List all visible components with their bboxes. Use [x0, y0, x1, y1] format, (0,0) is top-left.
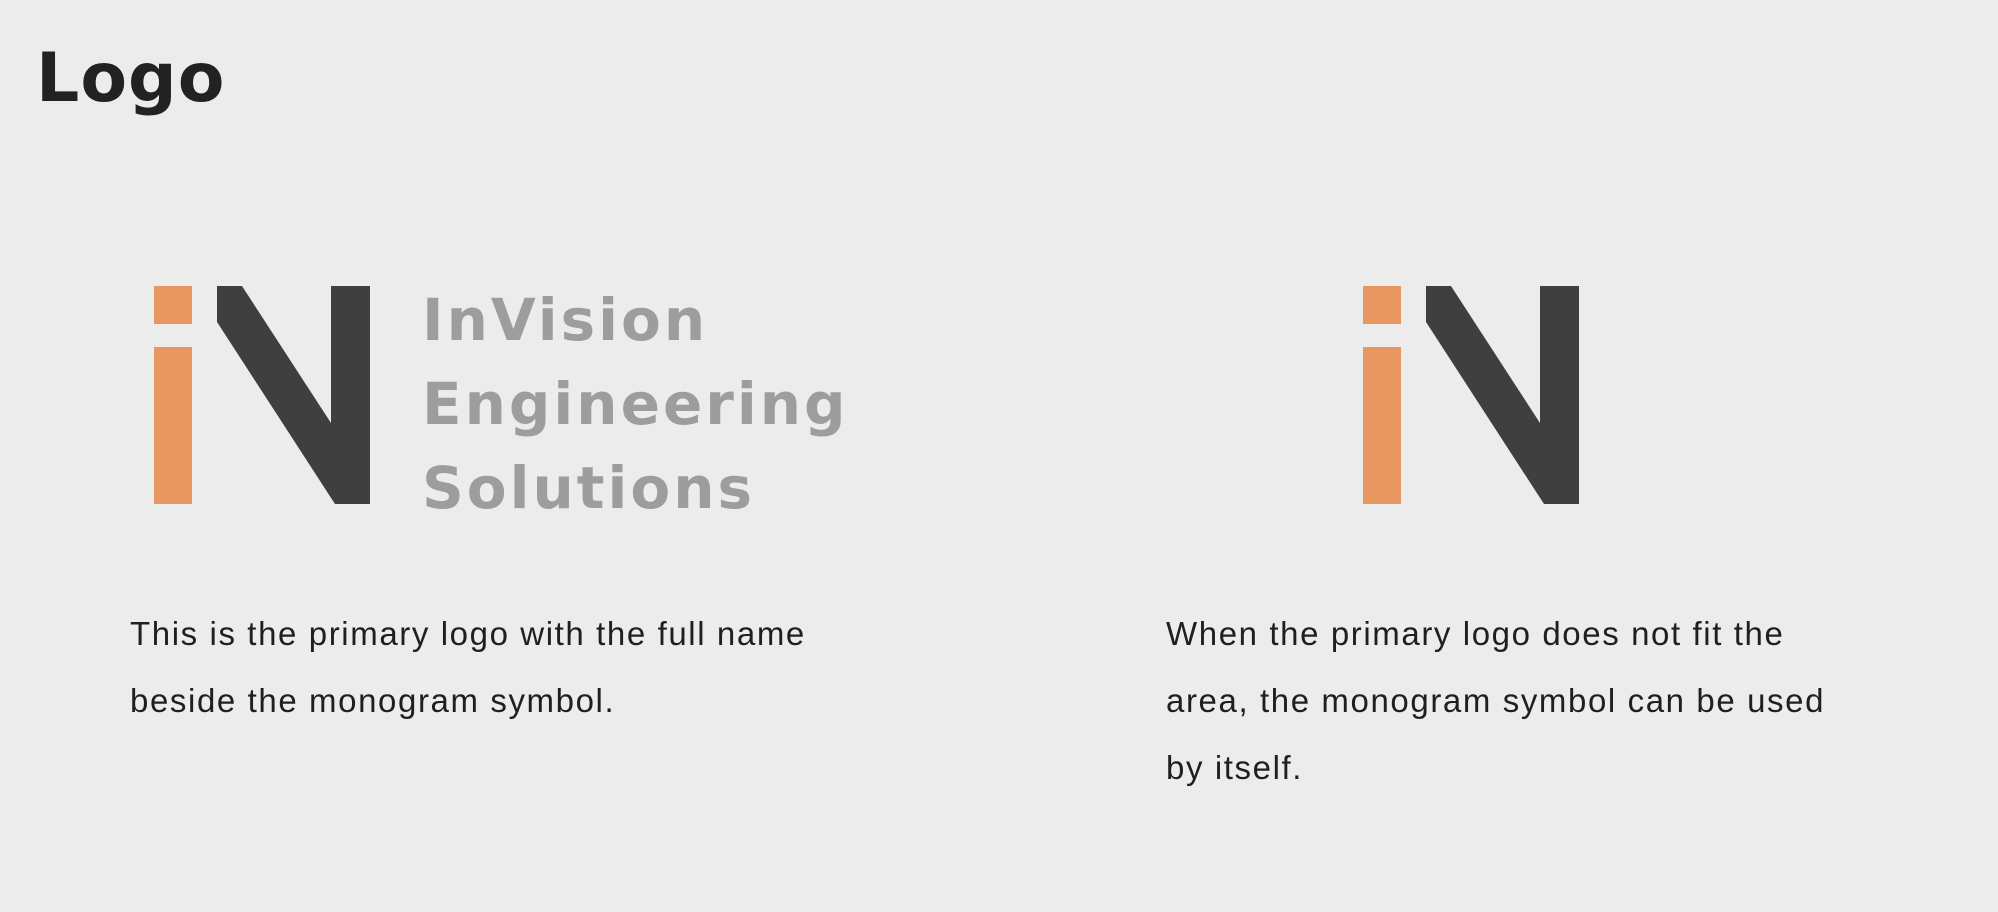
primary-logo-description: This is the primary logo with the full n…: [130, 615, 806, 719]
monogram-n-shape: [1426, 286, 1579, 504]
monogram-i-stem: [154, 347, 192, 504]
monogram-n-shape: [217, 286, 370, 504]
in-monogram-icon: [1363, 286, 1579, 504]
wordmark-line: Solutions: [422, 454, 756, 522]
wordmark-line: InVision: [422, 286, 709, 354]
primary-logo-monogram: [154, 286, 370, 504]
monogram-i-stem: [1363, 347, 1401, 504]
monogram-i-dot: [154, 286, 192, 324]
monogram-i-dot: [1363, 286, 1401, 324]
primary-logo-wordmark: InVision Engineering Solutions: [422, 278, 849, 530]
in-monogram-icon: [154, 286, 370, 504]
wordmark-line: Engineering: [422, 370, 849, 438]
monogram-logo: [1363, 286, 1579, 504]
page-title: Logo: [36, 39, 226, 118]
monogram-logo-description: When the primary logo does not fit the a…: [1166, 615, 1826, 786]
